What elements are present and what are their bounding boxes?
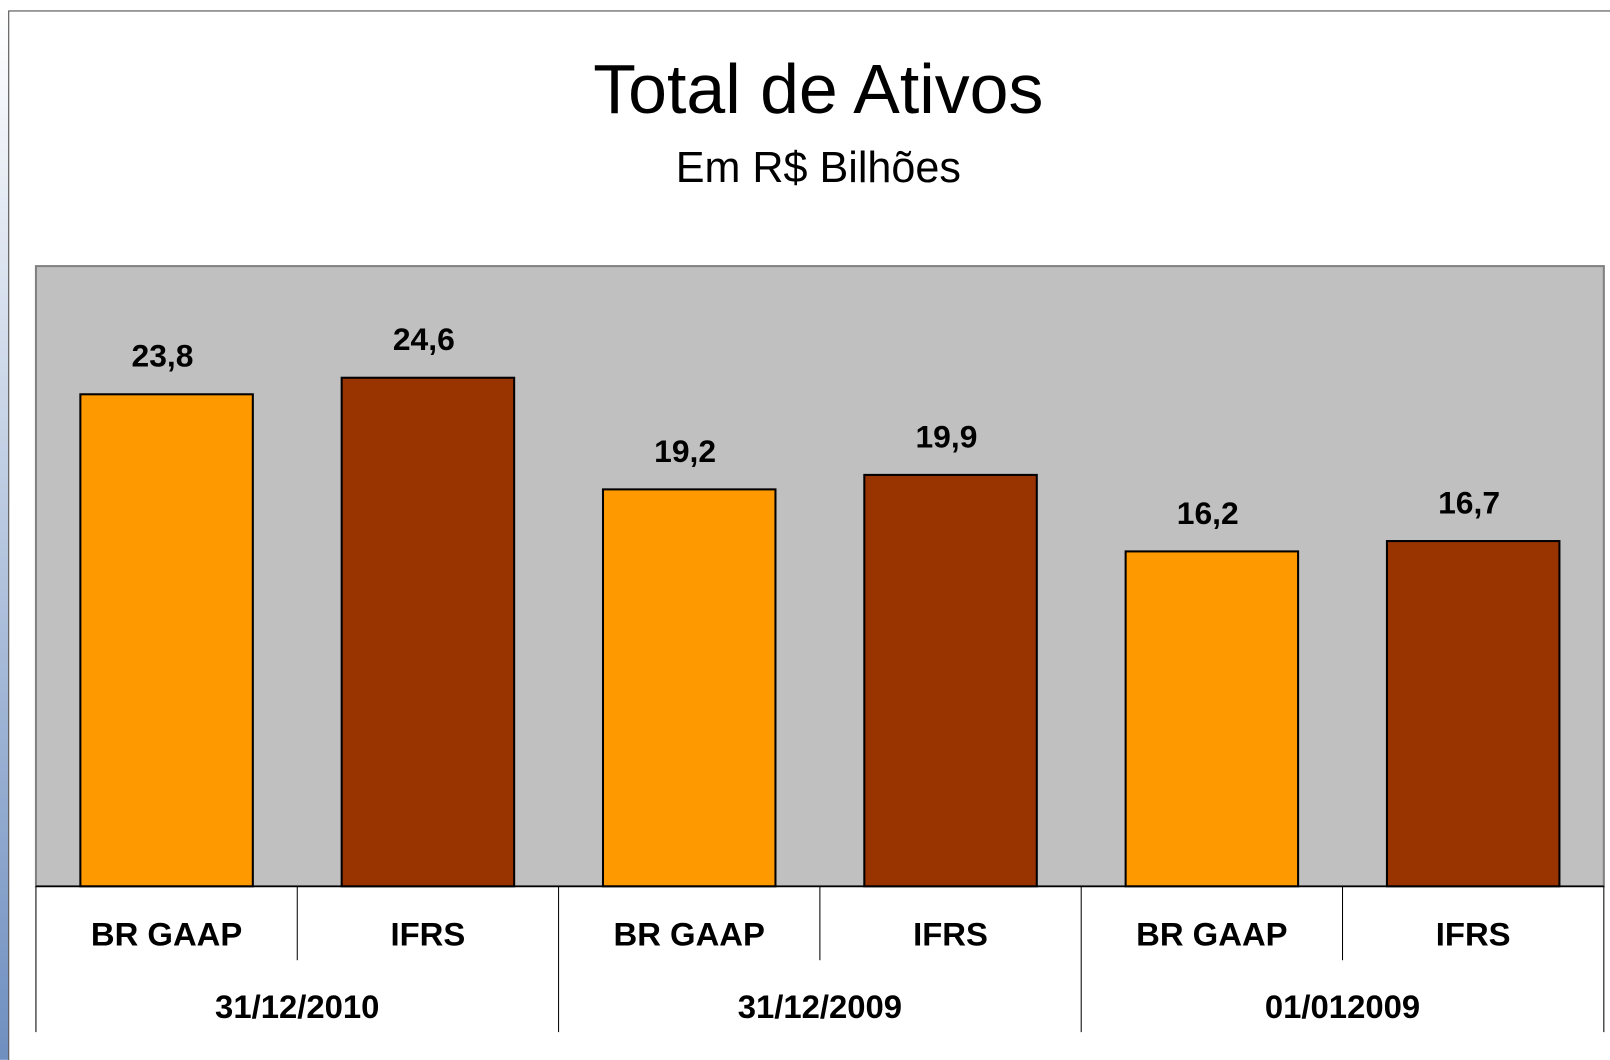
chart-title: Total de Ativos — [593, 50, 1043, 128]
value-label: 19,2 — [654, 433, 716, 469]
value-label: 16,7 — [1438, 485, 1500, 521]
x-group-label: 31/12/2010 — [215, 988, 379, 1025]
value-label: 24,6 — [393, 321, 455, 357]
x-group-label: 01/012009 — [1265, 988, 1420, 1025]
plot-area — [34, 265, 1605, 888]
value-label: 16,2 — [1177, 495, 1239, 531]
x-tick-label: IFRS — [913, 915, 988, 952]
x-tick-label: IFRS — [1436, 915, 1511, 952]
bar — [340, 376, 516, 888]
chart-subtitle: Em R$ Bilhões — [676, 144, 961, 192]
bar — [1124, 550, 1300, 888]
x-tick-label: BR GAAP — [613, 915, 764, 952]
x-group-label: 31/12/2009 — [738, 988, 902, 1025]
bar — [863, 473, 1038, 888]
bar — [1385, 540, 1561, 888]
x-tick-label: BR GAAP — [91, 915, 242, 952]
side-strip — [0, 10, 9, 1060]
bar — [79, 393, 254, 888]
x-tick-label: BR GAAP — [1136, 915, 1287, 952]
value-label: 23,8 — [132, 338, 194, 374]
value-label: 19,9 — [915, 418, 977, 454]
bar — [601, 488, 777, 888]
x-tick-label: IFRS — [390, 915, 465, 952]
